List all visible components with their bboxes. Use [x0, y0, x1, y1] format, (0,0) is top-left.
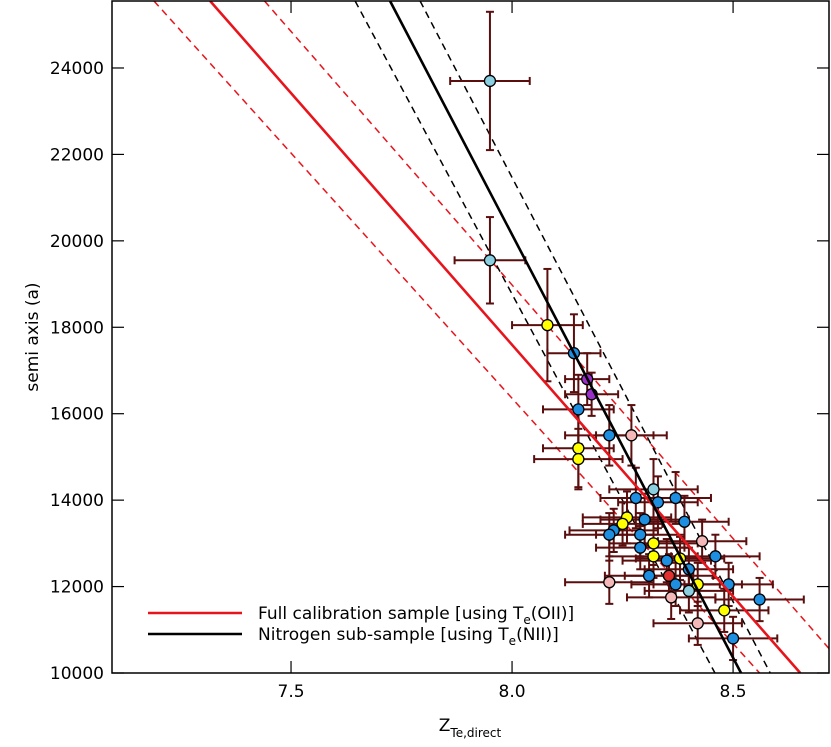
point — [616, 517, 629, 531]
y-axis-label: semi axis (a) — [23, 282, 43, 391]
point — [625, 429, 638, 442]
point — [660, 554, 673, 567]
x-axis-label: ZTe,direct — [439, 716, 502, 740]
x-tick-label: 8.0 — [499, 682, 526, 702]
point — [669, 578, 682, 591]
point — [647, 550, 660, 563]
y-tick-label: 22000 — [50, 145, 104, 165]
point — [695, 535, 709, 548]
point — [718, 604, 731, 617]
x-tick-label: 7.5 — [278, 682, 305, 702]
point — [662, 569, 676, 582]
fit-line — [209, 1, 802, 673]
point — [642, 569, 656, 582]
legend-label: Full calibration sample [using Te(OII)] — [258, 604, 574, 627]
legend-tail: (OII)] — [531, 604, 574, 624]
point — [709, 550, 722, 563]
point — [629, 491, 642, 505]
legend-tail: (NII)] — [516, 625, 559, 645]
plot-area — [153, 1, 829, 673]
point — [753, 593, 766, 606]
y-tick-label: 14000 — [50, 491, 104, 511]
point — [634, 541, 647, 554]
point — [572, 452, 585, 466]
point — [603, 576, 616, 589]
point — [691, 617, 704, 630]
point — [603, 528, 616, 541]
y-tick-label: 10000 — [50, 664, 104, 684]
y-tick-label: 20000 — [50, 232, 104, 252]
legend-text: Full calibration sample [using T — [258, 604, 524, 624]
point — [665, 591, 678, 604]
legend-sub: e — [509, 634, 516, 648]
fit-line — [388, 1, 743, 673]
x-label-sub: Te,direct — [449, 726, 501, 740]
point — [572, 442, 585, 455]
point — [678, 515, 691, 528]
legend-label: Nitrogen sub-sample [using Te(NII)] — [258, 625, 559, 648]
point — [638, 513, 651, 526]
y-tick-label: 18000 — [50, 318, 104, 338]
plot-frame — [111, 0, 830, 674]
point — [483, 254, 497, 267]
dashed-line — [354, 1, 716, 673]
x-tick-label: 8.5 — [720, 682, 747, 702]
y-tick-label: 24000 — [50, 59, 104, 79]
point — [647, 537, 660, 550]
point — [647, 483, 660, 496]
x-label-main: Z — [439, 716, 451, 736]
point — [572, 403, 585, 416]
y-tick-label: 12000 — [50, 578, 104, 598]
point — [634, 528, 647, 541]
dashed-line — [419, 1, 771, 673]
point — [483, 74, 497, 88]
point — [603, 429, 616, 442]
legend-text: Nitrogen sub-sample [using T — [258, 625, 509, 645]
point — [669, 491, 682, 505]
y-tick-label: 16000 — [50, 405, 104, 425]
legend-sub: e — [523, 613, 530, 627]
point — [682, 584, 696, 598]
point — [541, 318, 554, 332]
dashed-line — [153, 1, 761, 673]
point — [726, 632, 740, 645]
